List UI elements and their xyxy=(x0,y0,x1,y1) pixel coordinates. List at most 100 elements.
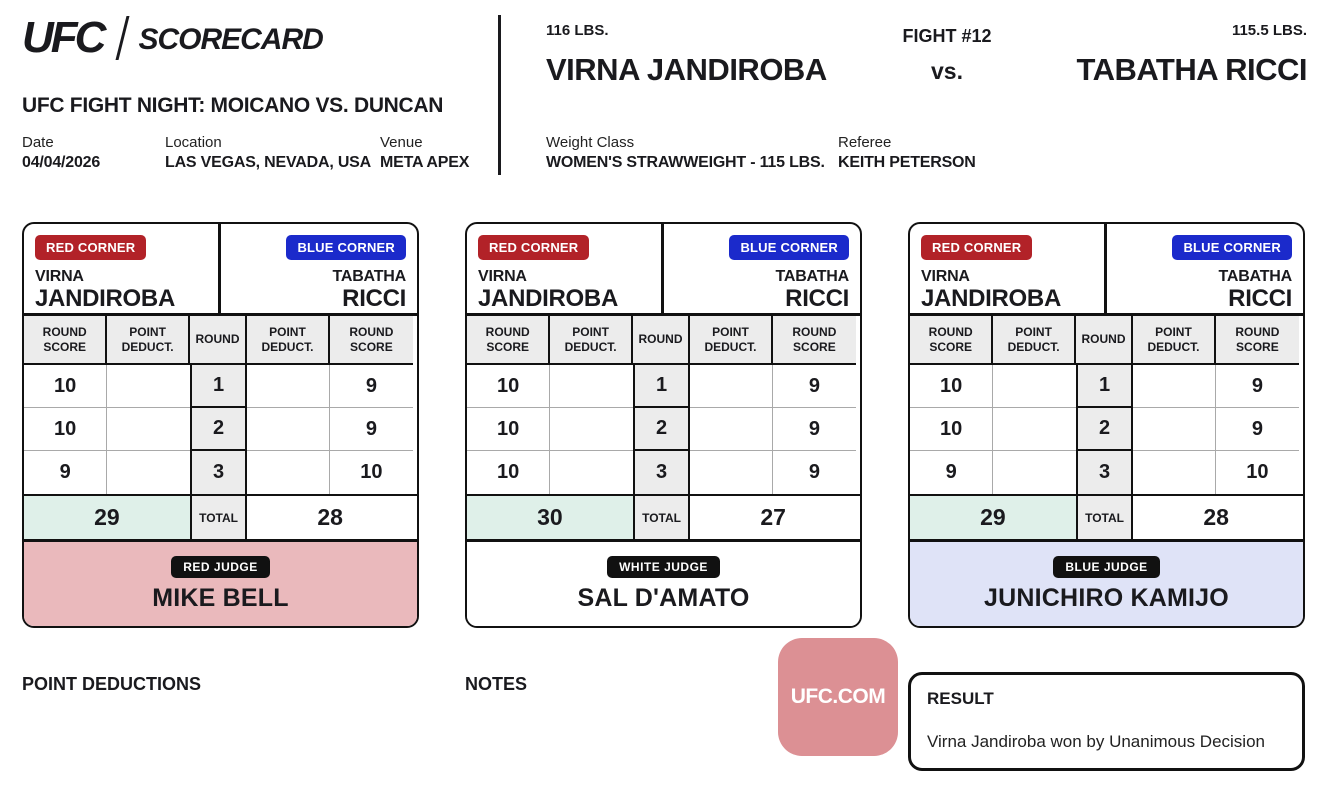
red-corner-badge: RED CORNER xyxy=(35,235,147,260)
scorecard-red-judge: RED CORNER VIRNA JANDIROBA BLUE CORNER T… xyxy=(22,222,419,628)
red-corner-panel: RED CORNER VIRNA JANDIROBA xyxy=(910,224,1107,313)
notes-label: NOTES xyxy=(465,674,528,694)
ufc-logo-text: UFC xyxy=(22,13,106,62)
col-header-point-deduct-left: POINT DEDUCT. xyxy=(993,316,1076,365)
col-header-round-score-left: ROUND SCORE xyxy=(24,316,108,365)
judge-footer: BLUE JUDGE JUNICHIRO KAMIJO xyxy=(910,539,1303,626)
judge-footer: RED JUDGE MIKE BELL xyxy=(24,539,417,626)
blue-round-score: 9 xyxy=(772,408,857,451)
red-point-deduct xyxy=(550,365,633,408)
blue-corner-panel: BLUE CORNER TABATHA RICCI xyxy=(664,224,861,313)
red-fighter-last-name: JANDIROBA xyxy=(478,285,618,312)
total-label: TOTAL xyxy=(632,496,691,539)
blue-point-deduct xyxy=(247,408,330,451)
judge-name: JUNICHIRO KAMIJO xyxy=(984,583,1229,612)
red-round-score: 10 xyxy=(467,451,551,494)
red-round-score: 9 xyxy=(24,451,108,494)
red-round-score: 10 xyxy=(910,365,994,408)
blue-fighter-name: TABATHA RICCI xyxy=(1076,52,1307,87)
blue-round-score: 9 xyxy=(329,365,414,408)
venue-block: Venue META APEX xyxy=(380,134,469,172)
red-corner-panel: RED CORNER VIRNA JANDIROBA xyxy=(467,224,664,313)
round-number: 3 xyxy=(632,451,691,494)
red-fighter-weight: 116 LBS. xyxy=(546,22,609,39)
blue-total-score: 28 xyxy=(1203,504,1229,530)
judge-role-badge: WHITE JUDGE xyxy=(607,555,720,578)
red-round-score: 10 xyxy=(467,365,551,408)
red-fighter-first-name: VIRNA xyxy=(478,268,527,285)
col-header-point-deduct-right: POINT DEDUCT. xyxy=(690,316,773,365)
header-vertical-divider xyxy=(498,15,501,175)
ufc-com-tile[interactable]: UFC.COM xyxy=(778,638,898,756)
blue-point-deduct xyxy=(690,408,773,451)
blue-round-score: 9 xyxy=(1215,365,1300,408)
red-point-deduct xyxy=(550,451,633,494)
blue-fighter-last-name: RICCI xyxy=(785,285,849,312)
venue-value: META APEX xyxy=(380,154,470,171)
red-point-deduct xyxy=(993,408,1076,451)
red-total-score: 30 xyxy=(467,496,633,539)
location-value: LAS VEGAS, NEVADA, USA xyxy=(165,154,371,171)
round-number: 1 xyxy=(189,365,248,408)
table-row: 10 2 9 xyxy=(467,408,860,451)
blue-round-score: 9 xyxy=(329,408,414,451)
blue-fighter-weight: 115.5 LBS. xyxy=(1231,22,1307,39)
blue-corner-badge: BLUE CORNER xyxy=(1172,235,1292,260)
col-header-round-score-left: ROUND SCORE xyxy=(467,316,551,365)
judge-role-badge: BLUE JUDGE xyxy=(1053,555,1160,578)
blue-fighter-last-name: RICCI xyxy=(342,285,406,312)
blue-round-score: 9 xyxy=(1215,408,1300,451)
blue-point-deduct xyxy=(1133,365,1216,408)
result-text: Virna Jandiroba won by Unanimous Decisio… xyxy=(927,732,1265,751)
point-deductions-label: POINT DEDUCTIONS xyxy=(22,674,202,694)
red-point-deduct xyxy=(993,365,1076,408)
col-header-round: ROUND xyxy=(189,316,248,365)
red-point-deduct xyxy=(107,451,190,494)
venue-label: Venue xyxy=(380,134,423,151)
blue-corner-panel: BLUE CORNER TABATHA RICCI xyxy=(1107,224,1304,313)
judge-name: SAL D'AMATO xyxy=(577,583,750,612)
blue-point-deduct xyxy=(247,451,330,494)
fight-number: FIGHT #12 xyxy=(902,26,992,46)
round-number: 2 xyxy=(189,408,248,451)
red-corner-badge: RED CORNER xyxy=(478,235,590,260)
score-table-header: ROUND SCORE POINT DEDUCT. ROUND POINT DE… xyxy=(24,316,417,365)
col-header-round-score-right: ROUND SCORE xyxy=(329,316,414,365)
blue-round-score: 10 xyxy=(1246,461,1269,483)
blue-point-deduct xyxy=(690,365,773,408)
col-header-point-deduct-right: POINT DEDUCT. xyxy=(1133,316,1216,365)
score-table-header: ROUND SCORE POINT DEDUCT. ROUND POINT DE… xyxy=(467,316,860,365)
weight-class-value: WOMEN'S STRAWWEIGHT - 115 LBS. xyxy=(546,154,825,171)
red-point-deduct xyxy=(550,408,633,451)
blue-fighter-last-name: RICCI xyxy=(1228,285,1292,312)
blue-point-deduct xyxy=(1133,451,1216,494)
blue-corner-badge: BLUE CORNER xyxy=(729,235,849,260)
col-header-round: ROUND xyxy=(1075,316,1134,365)
total-label: TOTAL xyxy=(189,496,248,539)
blue-fighter-first-name: TABATHA xyxy=(1218,268,1292,285)
total-row: 29 TOTAL 28 xyxy=(24,494,417,539)
blue-fighter-first-name: TABATHA xyxy=(332,268,406,285)
blue-point-deduct xyxy=(690,451,773,494)
blue-total-score: 28 xyxy=(317,504,343,530)
red-corner-panel: RED CORNER VIRNA JANDIROBA xyxy=(24,224,221,313)
col-header-round-score-right: ROUND SCORE xyxy=(1215,316,1300,365)
date-value: 04/04/2026 xyxy=(22,154,101,171)
referee-block: Referee KEITH PETERSON xyxy=(838,134,976,172)
weight-class-label: Weight Class xyxy=(546,134,635,151)
red-round-score: 10 xyxy=(24,408,108,451)
event-title: UFC FIGHT NIGHT: MOICANO VS. DUNCAN xyxy=(22,94,444,117)
weight-class-block: Weight Class WOMEN'S STRAWWEIGHT - 115 L… xyxy=(546,134,825,172)
round-number: 3 xyxy=(189,451,248,494)
red-point-deduct xyxy=(107,365,190,408)
result-label: RESULT xyxy=(927,689,994,708)
blue-point-deduct xyxy=(247,365,330,408)
blue-round-score: 10 xyxy=(360,461,383,483)
date-label: Date xyxy=(22,134,54,151)
judge-role-badge: RED JUDGE xyxy=(171,555,270,578)
location-block: Location LAS VEGAS, NEVADA, USA xyxy=(165,134,371,172)
judge-footer: WHITE JUDGE SAL D'AMATO xyxy=(467,539,860,626)
referee-label: Referee xyxy=(838,134,892,151)
table-row: 10 3 9 xyxy=(467,451,860,494)
red-round-score: 9 xyxy=(910,451,994,494)
